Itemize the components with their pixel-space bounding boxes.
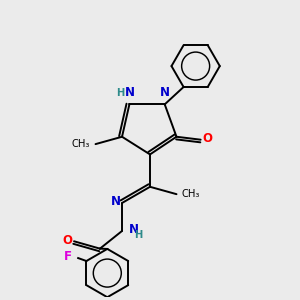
Text: H: H (134, 230, 142, 240)
Text: F: F (64, 250, 72, 263)
Text: N: N (124, 86, 134, 99)
Text: N: N (110, 195, 121, 208)
Text: N: N (160, 86, 170, 99)
Text: N: N (128, 223, 139, 236)
Text: H: H (116, 88, 125, 98)
Text: CH₃: CH₃ (182, 189, 200, 199)
Text: CH₃: CH₃ (72, 139, 90, 149)
Text: O: O (63, 234, 73, 247)
Text: O: O (202, 132, 212, 145)
